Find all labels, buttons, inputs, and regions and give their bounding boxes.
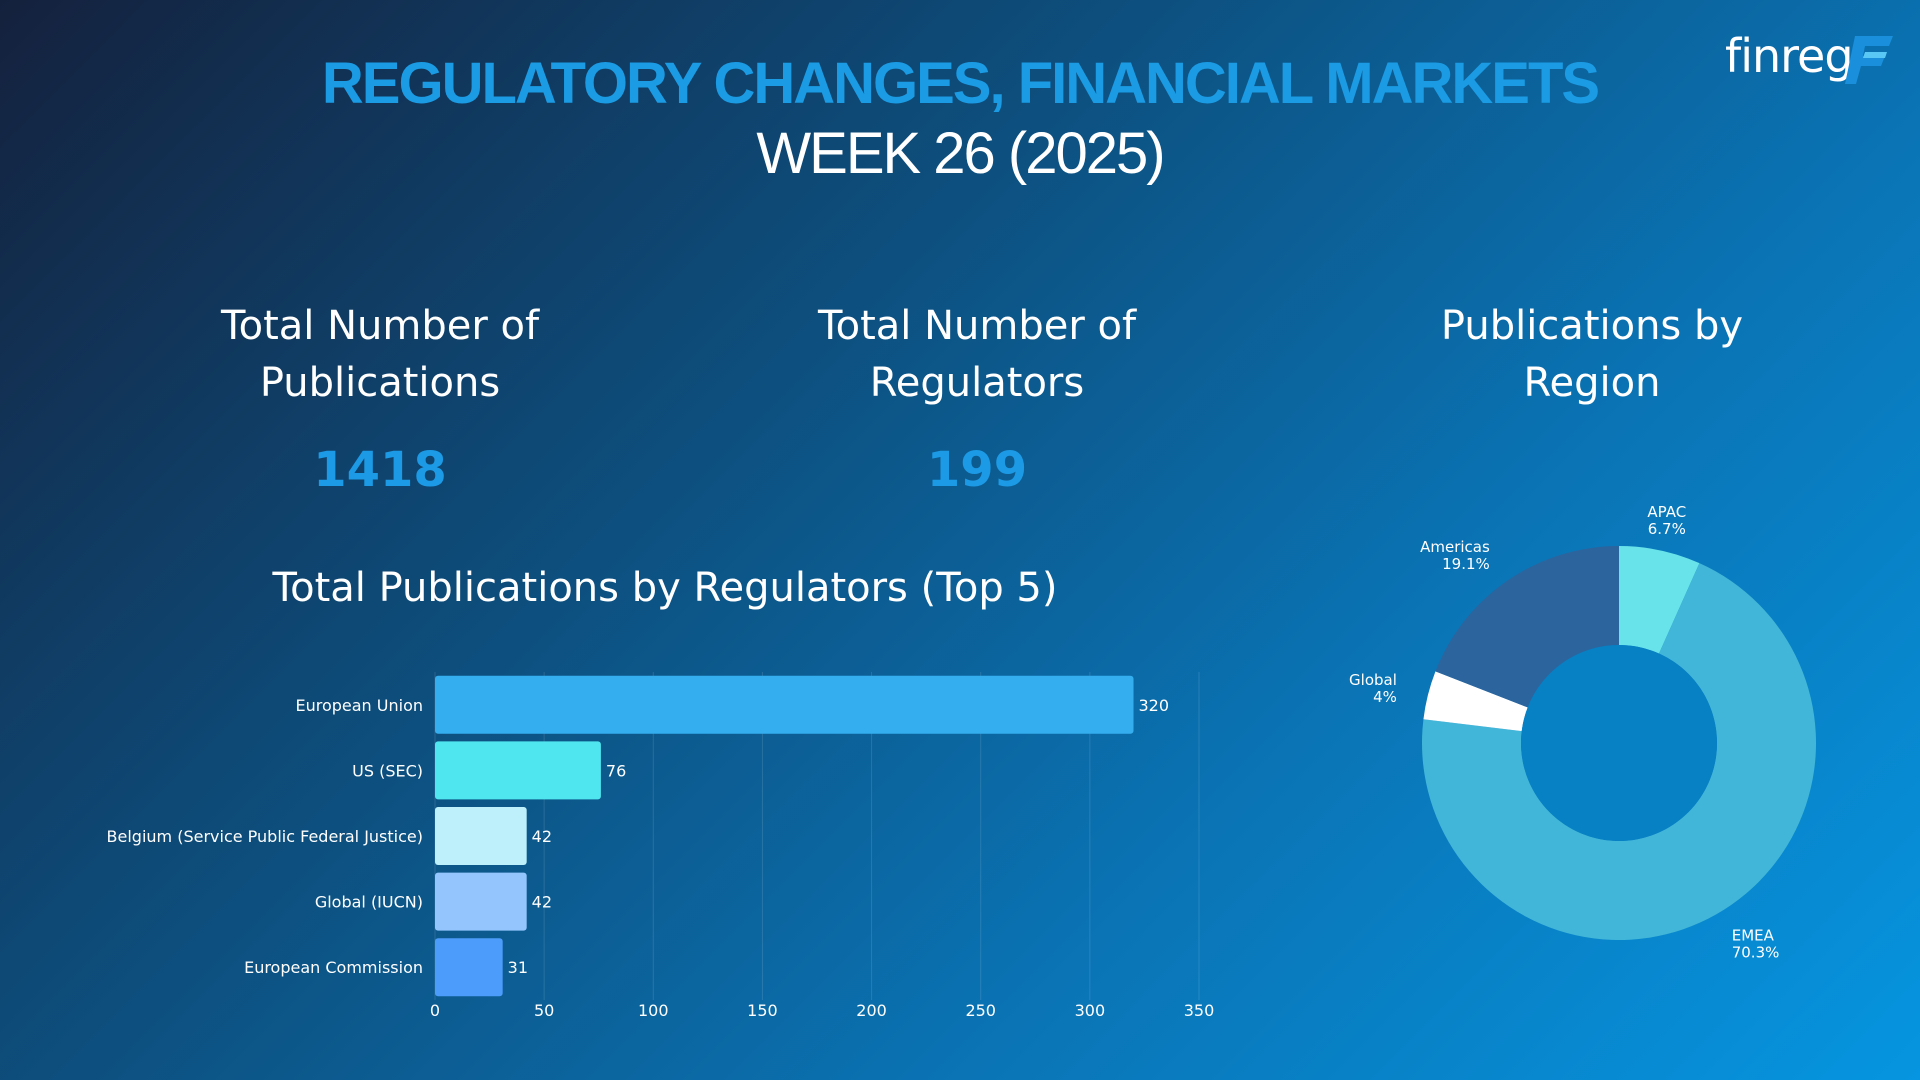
bar xyxy=(435,741,601,800)
page-subtitle: WEEK 26 (2025) xyxy=(756,121,1165,186)
region-chart-title: Publications by Region xyxy=(1440,303,1744,406)
category-label: European Union xyxy=(295,696,423,715)
x-tick-label: 300 xyxy=(1075,1001,1106,1020)
bar-value-label: 42 xyxy=(532,827,552,846)
finreg-logo: finreg xyxy=(1725,28,1893,90)
logo-f-icon xyxy=(1845,36,1893,84)
x-tick-label: 350 xyxy=(1184,1001,1215,1020)
bar xyxy=(435,872,527,931)
bar xyxy=(435,807,527,865)
x-tick-label: 250 xyxy=(965,1001,996,1020)
bar xyxy=(435,938,503,997)
x-tick-label: 100 xyxy=(638,1001,669,1020)
kpi-publications-label: Total Number of Publications xyxy=(220,303,540,406)
x-tick-label: 50 xyxy=(534,1001,554,1020)
x-tick-label: 200 xyxy=(856,1001,887,1020)
page-title: REGULATORY CHANGES, FINANCIAL MARKETS xyxy=(321,51,1600,116)
bar-value-label: 320 xyxy=(1139,696,1170,715)
category-label: Global (IUCN) xyxy=(315,893,423,912)
kpi-regulators-label: Total Number of Regulators xyxy=(817,303,1137,406)
bar-value-label: 76 xyxy=(606,761,626,780)
bar-chart-title: Total Publications by Regulators (Top 5) xyxy=(272,565,1058,611)
bar xyxy=(435,675,1134,734)
bar-value-label: 42 xyxy=(532,893,552,912)
x-tick-label: 0 xyxy=(430,1001,440,1020)
category-label: Belgium (Service Public Federal Justice) xyxy=(107,827,423,846)
kpi-regulators-value: 199 xyxy=(926,442,1028,498)
kpi-publications-value: 1418 xyxy=(313,442,447,498)
category-label: European Commission xyxy=(244,958,423,977)
x-tick-label: 150 xyxy=(747,1001,778,1020)
bar-value-label: 31 xyxy=(508,958,528,977)
logo-text: finreg xyxy=(1725,29,1854,83)
category-label: US (SEC) xyxy=(352,761,423,780)
